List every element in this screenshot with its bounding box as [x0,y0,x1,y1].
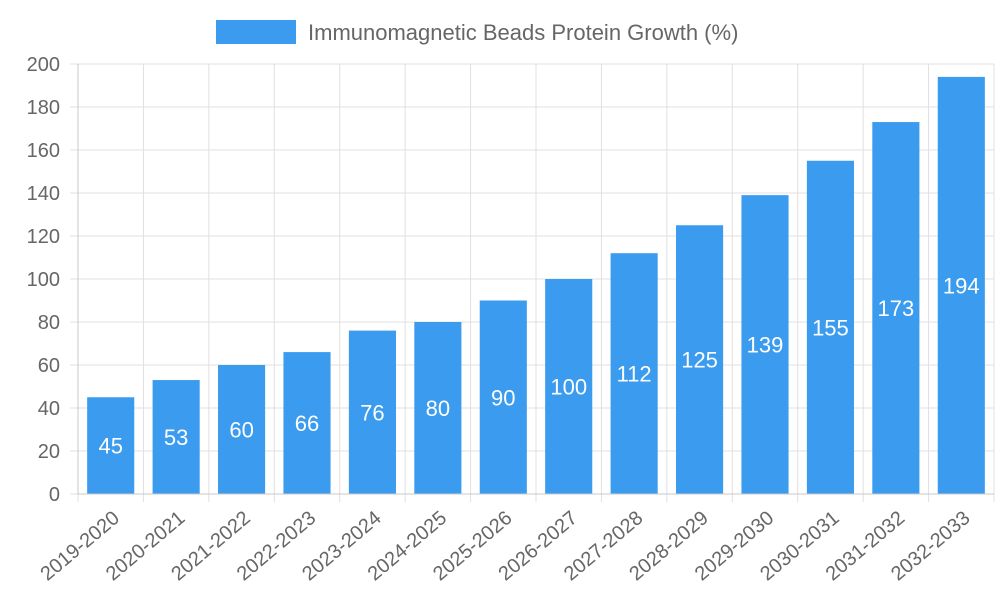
bar[interactable] [872,122,920,495]
bar[interactable] [87,397,135,494]
y-tick-label: 0 [49,484,60,506]
bar[interactable] [676,225,724,494]
bar-value-label: 139 [747,333,784,358]
bar-value-label: 173 [877,296,914,321]
bar-value-label: 76 [360,400,384,425]
bar[interactable] [414,322,462,494]
y-tick-label: 180 [27,97,60,119]
bar[interactable] [348,330,396,494]
bar-value-label: 90 [491,385,515,410]
bar-value-label: 155 [812,315,849,340]
y-tick-label: 60 [38,355,60,377]
legend-swatch[interactable] [216,20,296,44]
y-tick-label: 160 [27,140,60,162]
bar[interactable] [152,380,200,494]
bar-layer [87,76,985,495]
bar-value-label: 53 [164,425,188,450]
bar[interactable] [545,279,593,494]
bar[interactable] [937,76,985,495]
bar-value-label: 80 [426,396,450,421]
bar[interactable] [218,365,266,494]
bar[interactable] [806,160,854,494]
bar[interactable] [610,253,658,494]
bar[interactable] [283,352,331,494]
y-tick-label: 40 [38,398,60,420]
bar-value-label: 112 [617,362,652,387]
bar-value-label: 45 [98,434,122,459]
axis-layer [77,64,994,495]
bar-value-label: 60 [229,418,253,443]
y-tick-label: 120 [27,226,60,248]
bar[interactable] [741,195,789,494]
bar-value-label: 194 [943,273,980,298]
y-tick-label: 20 [38,441,60,463]
y-tick-label: 100 [27,269,60,291]
legend[interactable]: Immunomagnetic Beads Protein Growth (%) [216,20,738,45]
y-tick-label: 140 [27,183,60,205]
y-tick-label: 80 [38,312,60,334]
bar-value-label: 125 [681,348,718,373]
bar[interactable] [479,300,527,495]
y-tick-label: 200 [27,54,60,76]
grid-layer [70,63,995,502]
bar-value-label: 66 [295,411,319,436]
bar-value-label: 100 [550,375,587,400]
legend-label[interactable]: Immunomagnetic Beads Protein Growth (%) [308,20,738,45]
